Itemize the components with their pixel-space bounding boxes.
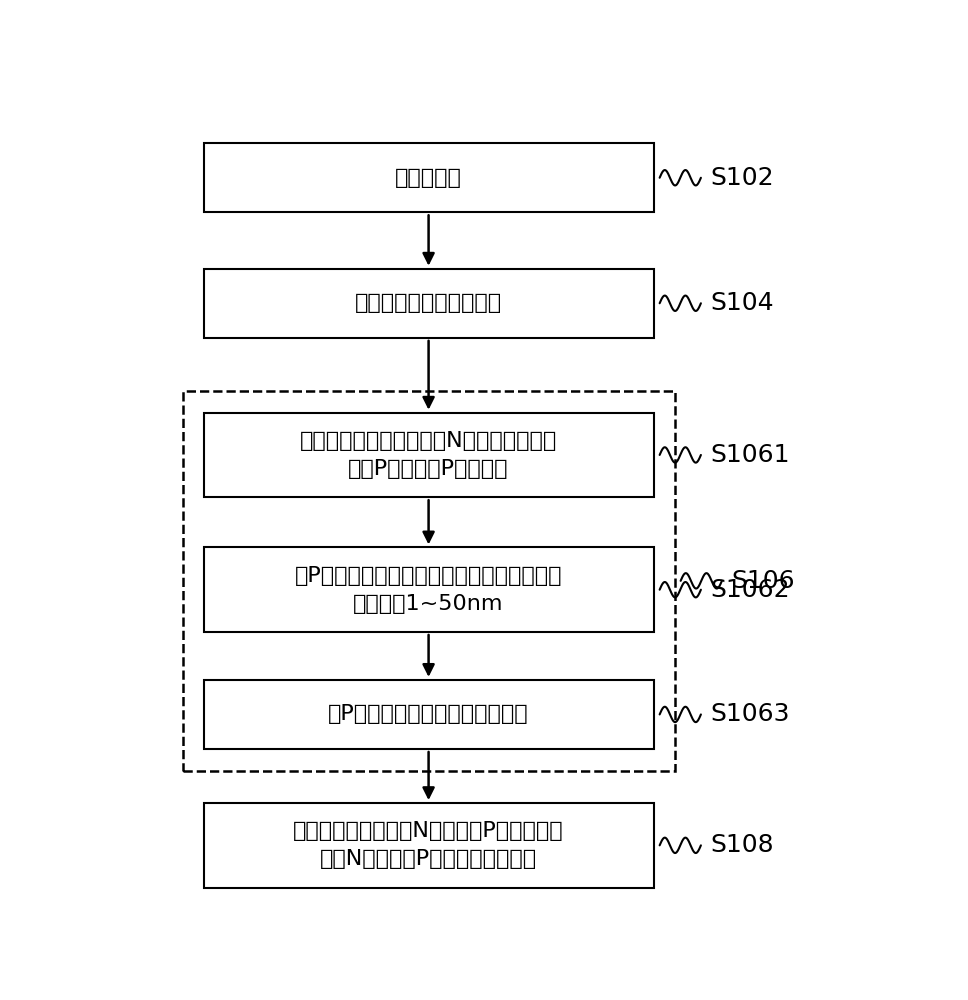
Text: 沿缓冲层的一侧依次生长N型层、多量子阱
层、P型层以及P型接触层: 沿缓冲层的一侧依次生长N型层、多量子阱 层、P型层以及P型接触层 [300,431,558,479]
Text: S102: S102 [710,166,773,190]
Text: S108: S108 [710,833,773,857]
Text: 沿发光层的一侧制作N型电极与P型电极；其
中，N型电极与P型电极呈距离设置: 沿发光层的一侧制作N型电极与P型电极；其 中，N型电极与P型电极呈距离设置 [293,821,564,869]
Text: S1061: S1061 [710,443,790,467]
FancyBboxPatch shape [203,143,653,212]
FancyBboxPatch shape [203,680,653,749]
FancyBboxPatch shape [203,413,653,497]
Text: S106: S106 [731,569,795,593]
FancyBboxPatch shape [203,803,653,888]
FancyBboxPatch shape [203,547,653,632]
Text: S1062: S1062 [710,578,790,602]
FancyBboxPatch shape [203,269,653,338]
Text: 提供一衬底: 提供一衬底 [395,168,462,188]
Text: 对P型接触层进行减薄后修复处理: 对P型接触层进行减薄后修复处理 [328,704,529,724]
Text: S1063: S1063 [710,702,790,726]
Text: S104: S104 [710,291,773,315]
Text: 对P型接触层进行减薄处理，直至接触层的厚
度减薄至1~50nm: 对P型接触层进行减薄处理，直至接触层的厚 度减薄至1~50nm [295,566,562,614]
Text: 沿衬底的一侧生长缓冲层: 沿衬底的一侧生长缓冲层 [355,293,502,313]
